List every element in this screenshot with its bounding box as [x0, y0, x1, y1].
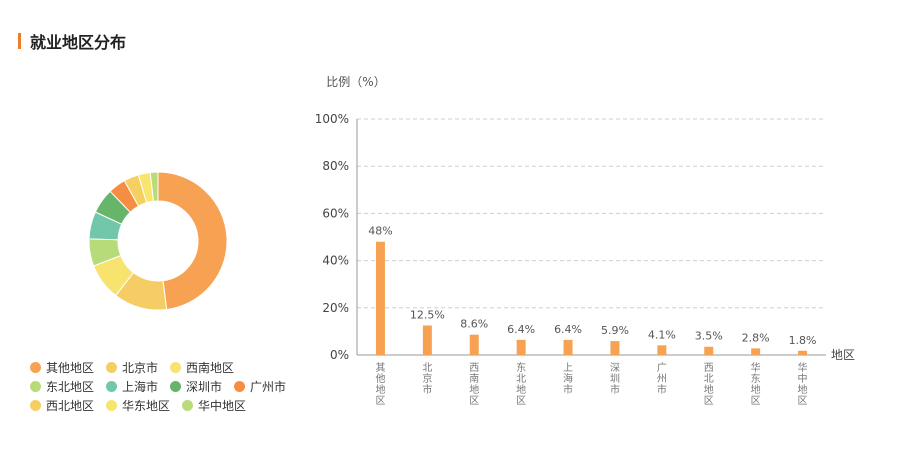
y-tick-label: 20% — [322, 301, 349, 315]
x-tick-label: 华东地区 — [751, 361, 761, 407]
legend-label: 华东地区 — [122, 399, 171, 413]
legend-swatch — [182, 400, 194, 411]
x-tick-label: 北京市 — [422, 362, 432, 396]
data-label: 3.5% — [695, 330, 723, 343]
bar[interactable] — [704, 346, 714, 355]
y-tick-label: 40% — [322, 254, 349, 268]
legend-label: 华中地区 — [198, 399, 247, 413]
bar[interactable] — [422, 325, 432, 356]
legend-item[interactable]: 上海市 — [106, 378, 158, 395]
x-tick-label: 华中地区 — [798, 361, 808, 407]
data-label: 1.8% — [789, 334, 817, 347]
legend-label: 西北地区 — [46, 399, 95, 413]
legend-item[interactable]: 北京市 — [106, 359, 158, 376]
data-label: 6.4% — [507, 323, 535, 336]
section-title: 就业地区分布 — [18, 30, 126, 52]
x-tick-label: 广州市 — [657, 362, 667, 396]
y-tick-label: 60% — [322, 206, 349, 220]
donut-slice[interactable] — [157, 171, 228, 311]
legend-swatch — [106, 381, 118, 392]
legend-swatch — [234, 381, 246, 392]
bar[interactable] — [563, 339, 573, 355]
x-tick-label: 深圳市 — [610, 362, 620, 396]
legend-item[interactable]: 华东地区 — [106, 397, 170, 414]
legend-swatch — [30, 400, 41, 411]
bar[interactable] — [751, 348, 761, 355]
data-label: 48% — [368, 225, 392, 238]
data-label: 2.8% — [742, 331, 770, 344]
legend-row: 西北地区 华东地区 华中地区 — [30, 396, 300, 415]
bar[interactable] — [610, 341, 620, 355]
x-tick-label: 上海市 — [563, 362, 573, 396]
legend-swatch — [30, 381, 41, 392]
bar[interactable] — [375, 241, 385, 355]
legend-label: 其他地区 — [46, 361, 95, 375]
y-tick-label: 0% — [330, 348, 349, 362]
x-tick-label: 东北地区 — [516, 361, 526, 407]
legend-label: 上海市 — [122, 380, 159, 394]
y-tick-label: 100% — [315, 112, 349, 126]
data-label: 8.6% — [460, 318, 488, 331]
legend-label: 北京市 — [122, 361, 159, 375]
x-tick-label: 其他地区 — [375, 362, 385, 407]
legend-item[interactable]: 华中地区 — [182, 397, 246, 414]
legend-row: 其他地区 北京市 西南地区 — [30, 358, 300, 377]
donut-chart — [88, 171, 228, 311]
legend-item[interactable]: 西南地区 — [170, 359, 234, 376]
legend-item[interactable]: 广州市 — [234, 378, 286, 395]
legend-swatch — [106, 362, 118, 373]
legend-swatch — [106, 400, 118, 411]
legend-swatch — [170, 362, 182, 373]
y-axis-label: 比例（%） — [326, 75, 385, 89]
data-label: 6.4% — [554, 323, 582, 336]
legend-item[interactable]: 其他地区 — [30, 359, 94, 376]
bar[interactable] — [516, 339, 526, 355]
legend-label: 东北地区 — [46, 380, 95, 394]
legend-item[interactable]: 西北地区 — [30, 397, 94, 414]
data-label: 12.5% — [410, 309, 445, 322]
data-label: 4.1% — [648, 328, 676, 341]
legend-swatch — [30, 362, 41, 373]
x-tick-label: 西北地区 — [704, 363, 714, 407]
x-axis-label: 地区 — [831, 348, 855, 362]
legend-label: 西南地区 — [186, 361, 235, 375]
legend-swatch — [170, 381, 182, 392]
legend-label: 广州市 — [250, 380, 287, 394]
y-tick-label: 80% — [322, 159, 349, 173]
bar[interactable] — [657, 345, 667, 355]
donut-legend: 其他地区 北京市 西南地区东北地区 上海市 深圳市 广州市西北地区 华东地区 华中地区 — [30, 358, 300, 415]
legend-item[interactable]: 东北地区 — [30, 378, 94, 395]
legend-label: 深圳市 — [186, 380, 223, 394]
legend-item[interactable]: 深圳市 — [170, 378, 222, 395]
data-label: 5.9% — [601, 324, 629, 337]
legend-row: 东北地区 上海市 深圳市 广州市 — [30, 377, 300, 396]
donut-slice[interactable] — [149, 171, 159, 202]
bar[interactable] — [798, 350, 808, 355]
bar[interactable] — [469, 334, 479, 355]
title-accent-bar — [18, 33, 21, 49]
x-tick-label: 西南地区 — [469, 363, 479, 407]
page-title: 就业地区分布 — [30, 33, 127, 52]
